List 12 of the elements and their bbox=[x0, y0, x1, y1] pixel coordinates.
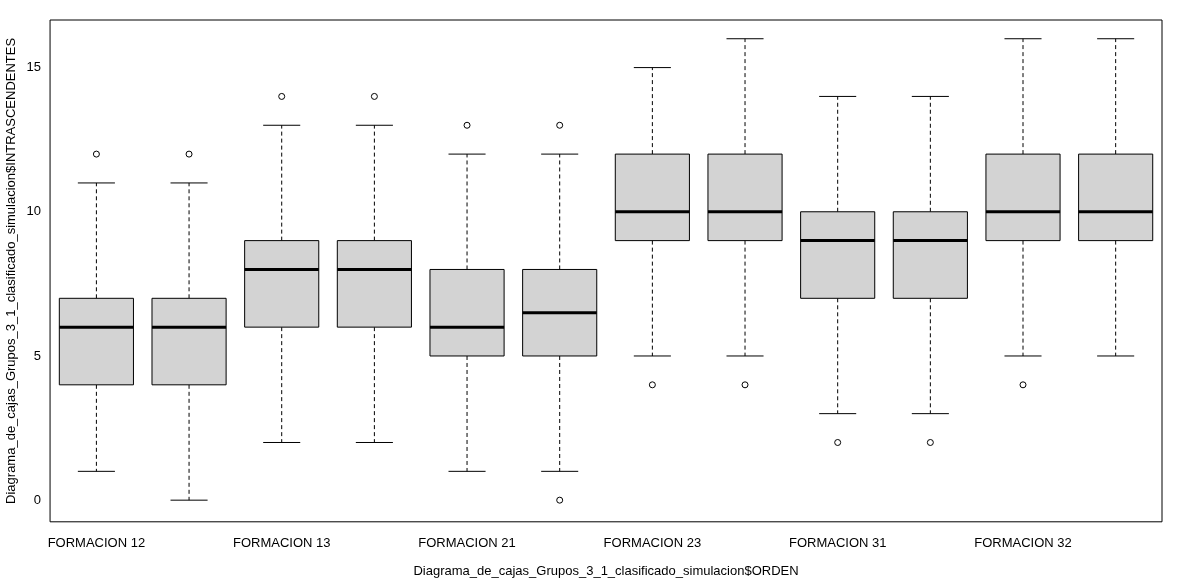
x-tick-label: FORMACION 13 bbox=[232, 535, 331, 551]
y-tick-label: 5 bbox=[33, 347, 42, 363]
x-tick-label: FORMACION 21 bbox=[418, 535, 516, 551]
x-tick-label: FORMACION 23 bbox=[603, 535, 702, 551]
y-axis-title: Diagrama_de_cajas_Grupos_3_1_clasificado_simulacion$INTRASCENDENTES bbox=[3, 37, 19, 504]
x-tick-label: FORMACION 12 bbox=[47, 535, 146, 551]
x-axis-title: Diagrama_de_cajas_Grupos_3_1_clasificado_simulacion$ORDEN bbox=[413, 562, 799, 578]
y-tick-label: 10 bbox=[26, 203, 42, 219]
y-tick-label: 15 bbox=[26, 59, 42, 75]
y-tick-label: 0 bbox=[33, 491, 42, 507]
x-tick-label: FORMACION 31 bbox=[788, 535, 887, 551]
x-tick-label: FORMACION 32 bbox=[974, 535, 1072, 551]
